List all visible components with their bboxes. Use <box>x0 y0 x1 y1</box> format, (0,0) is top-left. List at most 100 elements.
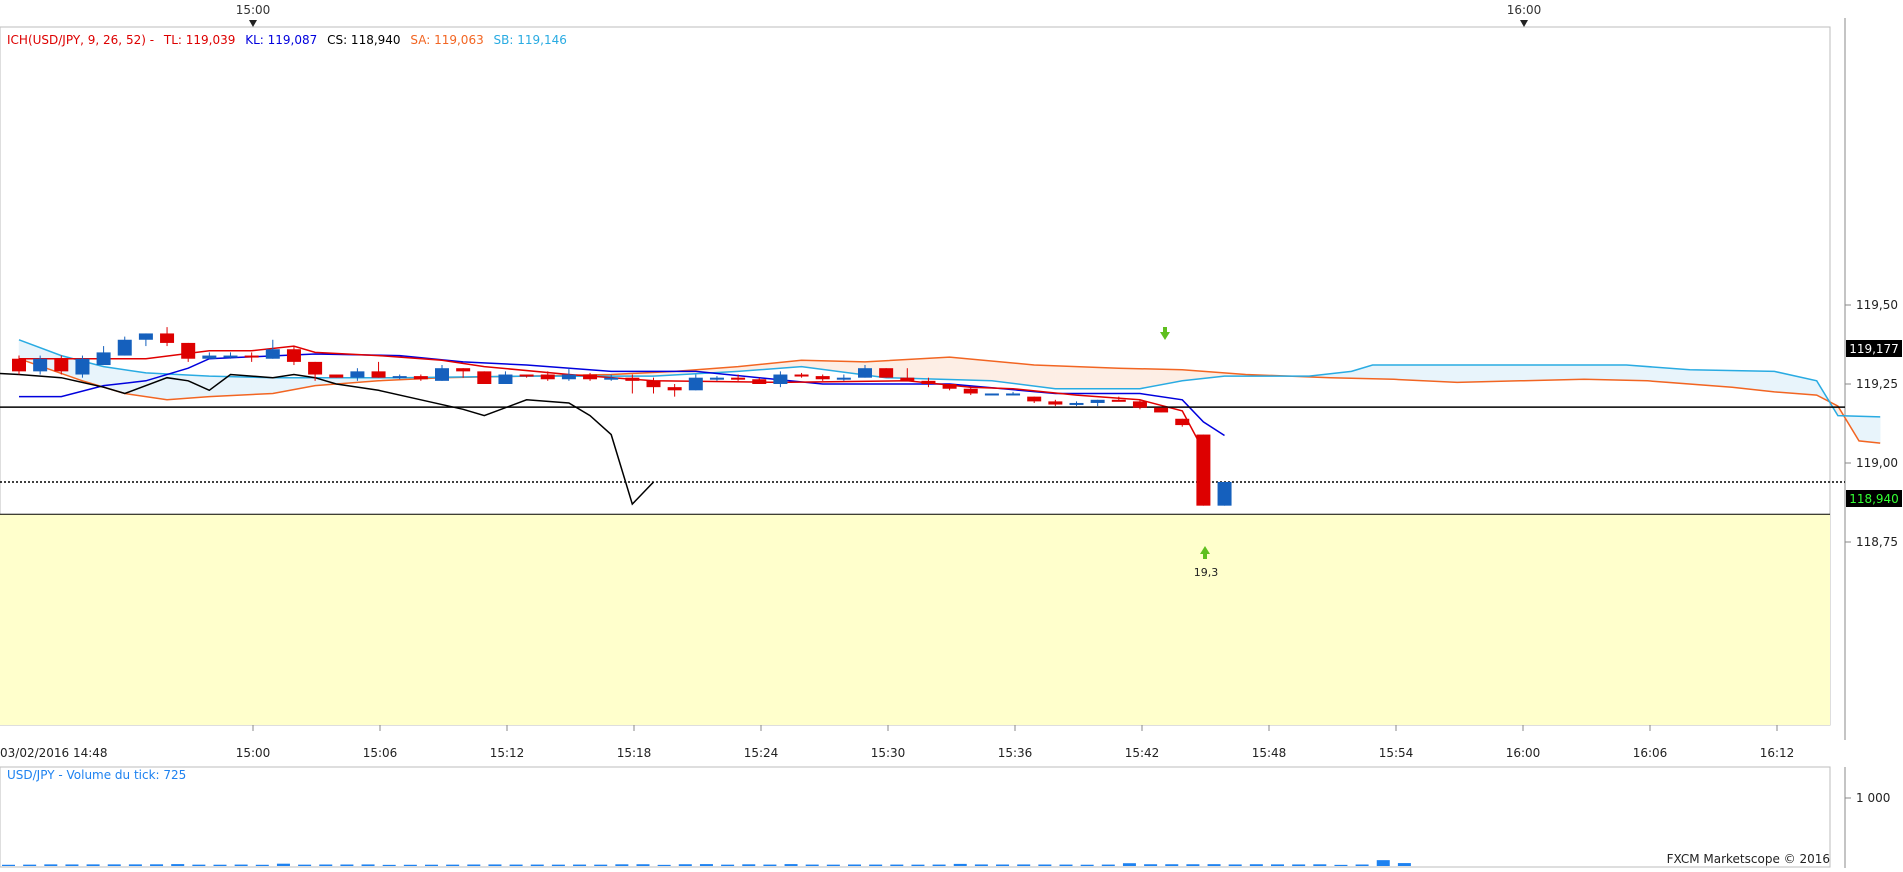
x-axis-tick-label: 15:42 <box>1125 746 1160 760</box>
last-price-tag: 118,940 <box>1846 490 1902 507</box>
kumo-cloud-segment <box>1605 365 1616 380</box>
kumo-cloud-segment <box>1563 365 1574 380</box>
volume-bar <box>615 864 628 866</box>
kumo-cloud-segment <box>135 371 146 396</box>
volume-bar <box>467 865 480 866</box>
kumo-cloud-segment <box>1055 366 1066 389</box>
candle-body <box>879 368 893 377</box>
kumo-cloud-segment <box>1024 364 1035 386</box>
kumo-cloud-segment <box>981 360 992 381</box>
kumo-cloud-segment <box>1574 365 1585 379</box>
candle-body <box>202 356 216 359</box>
candle-body <box>858 368 872 377</box>
volume-bar <box>806 865 819 866</box>
volume-axis-tick: 1 000 <box>1856 791 1890 805</box>
kumo-cloud-segment <box>1626 365 1637 381</box>
kumo-cloud-segment <box>1679 369 1690 384</box>
kumo-cloud-segment <box>1383 365 1394 379</box>
kumo-cloud-segment <box>1140 369 1151 389</box>
kumo-cloud-segment <box>1616 365 1627 380</box>
volume-bar <box>171 864 184 866</box>
volume-bar <box>404 865 417 866</box>
kumo-cloud-segment <box>918 358 929 379</box>
kumo-cloud-segment <box>1045 365 1056 388</box>
last-price-value: 118,940 <box>1849 492 1899 506</box>
candle-body <box>139 333 153 339</box>
volume-bar <box>1377 860 1390 866</box>
candle-body <box>498 375 512 384</box>
volume-bar <box>23 865 36 866</box>
x-axis-tick-label: 16:12 <box>1760 746 1795 760</box>
candle-body <box>731 378 745 380</box>
kumo-cloud-segment <box>1087 367 1098 389</box>
kumo-cloud-segment <box>1732 371 1743 389</box>
candle <box>1218 482 1232 506</box>
kumo-cloud-segment <box>1373 365 1384 379</box>
volume-bar <box>933 865 946 866</box>
volume-bar <box>975 864 988 866</box>
candle-body <box>900 378 914 381</box>
kumo-cloud-segment <box>1531 365 1542 381</box>
volume-bar <box>721 865 734 866</box>
kumo-cloud-segment <box>1436 365 1447 382</box>
candle-body <box>625 378 639 381</box>
kumo-cloud-segment <box>1690 370 1701 385</box>
candle-body <box>1154 408 1168 413</box>
kumo-cloud-segment <box>1415 365 1426 381</box>
volume-bar <box>1313 864 1326 866</box>
candle-body <box>350 371 364 377</box>
support-price-tag: 119,177 <box>1846 340 1902 357</box>
volume-bar <box>785 864 798 866</box>
candle-body <box>118 340 132 356</box>
candle-body <box>1048 401 1062 404</box>
candle-body <box>562 375 576 380</box>
candle <box>1196 435 1210 506</box>
legend-senkou-a: SA: 119,063 <box>410 33 483 47</box>
kumo-cloud-segment <box>252 377 263 394</box>
candle-body <box>583 375 597 380</box>
volume-bar <box>235 865 248 866</box>
volume-bar <box>319 865 332 866</box>
kumo-cloud-segment <box>1870 417 1881 444</box>
candle <box>75 356 89 378</box>
volume-bar <box>1292 864 1305 866</box>
kumo-cloud-segment <box>241 377 252 395</box>
volume-bar <box>1144 864 1157 866</box>
kumo-cloud-segment <box>1447 365 1458 382</box>
kumo-cloud-segment <box>262 377 273 394</box>
price-zone <box>0 514 1830 725</box>
candle-body <box>266 349 280 358</box>
support-price-value: 119,177 <box>1849 342 1899 356</box>
candle-body <box>1175 419 1189 425</box>
top-marker-label: 15:00 <box>236 3 271 17</box>
volume-bar <box>1398 863 1411 866</box>
kumo-cloud-segment <box>1595 365 1606 380</box>
legend-ichimoku-name: ICH(USD/JPY, 9, 26, 52) - <box>7 33 154 47</box>
indicator-legend: ICH(USD/JPY, 9, 26, 52) - TL: 119,039 KL… <box>7 33 567 47</box>
volume-bar <box>340 865 353 866</box>
kumo-cloud-segment <box>93 364 104 387</box>
volume-bar <box>890 865 903 866</box>
volume-bar <box>637 864 650 866</box>
volume-bar <box>214 865 227 866</box>
kumo-cloud-segment <box>231 377 242 396</box>
candle-body <box>1196 435 1210 506</box>
volume-bar <box>848 865 861 866</box>
candle-body <box>816 376 830 379</box>
kumo-cloud-segment <box>897 360 908 379</box>
candle-body <box>329 375 343 378</box>
volume-bar <box>700 864 713 866</box>
volume-bar <box>1334 865 1347 866</box>
volume-bar <box>594 865 607 866</box>
x-axis-tick-label: 15:48 <box>1252 746 1287 760</box>
candle-body <box>181 343 195 359</box>
volume-bar <box>1123 863 1136 866</box>
candle-body <box>647 381 661 387</box>
volume-bar <box>2 865 15 866</box>
kumo-cloud-segment <box>1722 370 1733 387</box>
volume-bar <box>869 865 882 866</box>
kumo-cloud-segment <box>939 357 950 379</box>
y-axis-tick-label: 119,25 <box>1856 377 1898 391</box>
